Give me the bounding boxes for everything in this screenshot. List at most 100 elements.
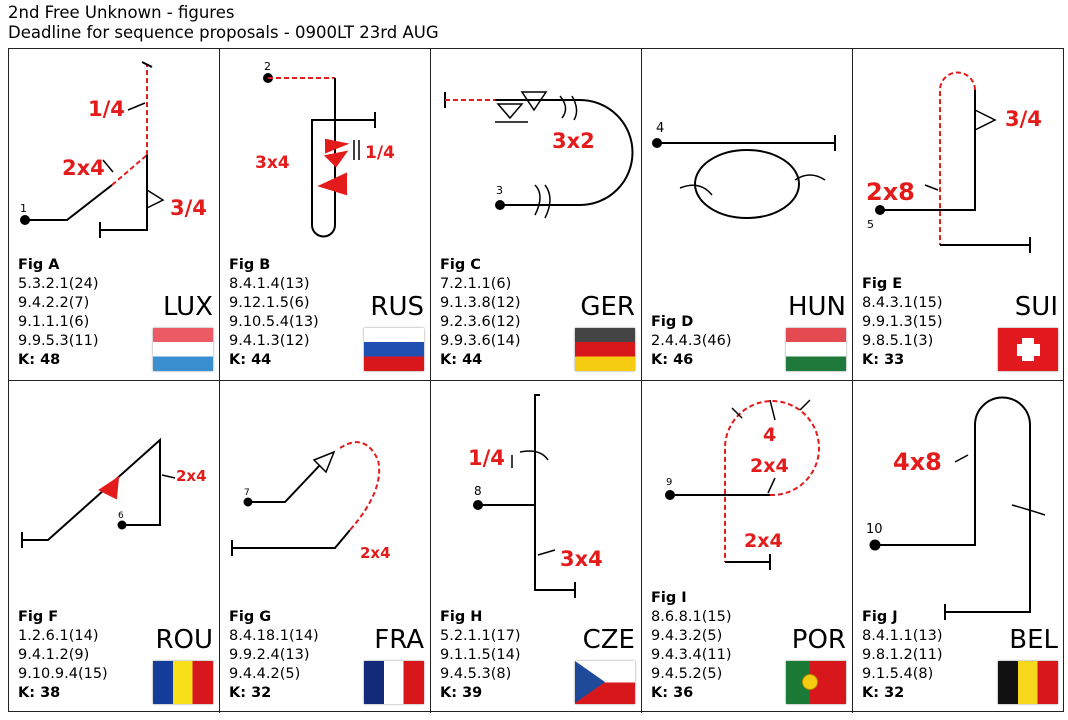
flag-por (786, 661, 846, 704)
figure-cell: Fig G 8.4.18.1(14) 9.9.2.4(13) 9.4.4.2(5) K:… (220, 381, 431, 713)
country-code: POR (791, 625, 846, 655)
figure-cell: Fig F 1.2.6.1(14) 9.4.1.2(9) 9.10.9.4(15) K:… (9, 381, 220, 713)
flag-rou (153, 661, 213, 704)
aresti-code: 9.4.1.2(9) (18, 647, 90, 663)
aresti-code: 7.2.1.1(6) (440, 276, 512, 292)
aresti-code: 9.9.1.3(15) (862, 314, 943, 330)
figure-cell: Fig D 2.4.4.3(46) K: 46 HUN (642, 49, 853, 381)
start-number: 9 (666, 477, 672, 488)
roll-label: 4x8 (893, 448, 942, 476)
k-factor: K: 32 (862, 685, 905, 701)
figure-cell: Fig C 7.2.1.1(6) 9.1.3.8(12) 9.2.3.6(12) 9.9… (431, 49, 642, 381)
coat-of-arms-icon (802, 674, 818, 690)
roll-label: 3x2 (552, 129, 595, 153)
start-number: 8 (474, 484, 482, 498)
roll-label: 1/4 (468, 446, 505, 470)
country-code: CZE (582, 625, 635, 655)
country-code: RUS (370, 292, 424, 322)
figure-labels: 1 1/4 2x4 3/4 2 1/4 3x4 3 3x2 4 5 2x8 3/… (20, 60, 1042, 571)
figure-j-drawing (869, 396, 1046, 620)
aresti-code: 9.4.3.2(5) (651, 628, 723, 644)
figure-grid: Fig A 5.3.2.1(24) 9.4.2.2(7) 9.1.1.1(6) 9.9.… (8, 48, 1064, 713)
aresti-code: 8.4.1.4(13) (229, 276, 310, 292)
start-number: 10 (866, 522, 883, 537)
k-factor: K: 32 (229, 685, 272, 701)
country-code: GER (580, 292, 635, 322)
start-number: 5 (867, 218, 874, 231)
flag-ger (575, 328, 635, 371)
roll-label: 4 (763, 424, 776, 446)
figure-h-drawing (473, 394, 576, 598)
figure-name: Fig D (651, 314, 694, 330)
figure-cell: Fig I 8.6.8.1(15) 9.4.3.2(5) 9.4.3.4(11) 9.4… (642, 381, 853, 713)
aresti-code: 9.4.1.3(12) (229, 333, 310, 349)
aresti-code: 8.4.1.1(13) (862, 628, 943, 644)
aresti-code: 9.1.5.4(8) (862, 666, 934, 682)
figure-info: Fig H 5.2.1.1(17) 9.1.1.5(14) 9.4.5.3(8) K: … (440, 608, 521, 703)
aresti-code: 9.4.5.3(8) (440, 666, 512, 682)
aresti-code: 9.9.3.6(14) (440, 333, 521, 349)
figure-d-drawing (652, 135, 836, 219)
roll-label: 2x4 (360, 544, 391, 562)
country-code: FRA (374, 625, 424, 655)
aresti-code: 9.10.5.4(13) (229, 314, 319, 330)
roll-label: 3/4 (1005, 107, 1042, 131)
country-code: LUX (162, 292, 213, 322)
aresti-code: 9.8.1.2(11) (862, 647, 943, 663)
roll-label: 3x4 (560, 547, 603, 571)
roll-label: 3/4 (170, 196, 207, 220)
title: 2nd Free Unknown - figures (8, 3, 235, 22)
start-number: 7 (244, 488, 250, 498)
flag-bel (998, 661, 1058, 704)
flag-hun (786, 328, 846, 371)
figure-name: Fig J (862, 609, 898, 625)
figure-name: Fig C (440, 257, 481, 273)
flag-cze (575, 661, 635, 704)
country-code: SUI (1014, 292, 1058, 322)
k-factor: K: 48 (18, 352, 61, 368)
figure-info: Fig G 8.4.18.1(14) 9.9.2.4(13) 9.4.4.2(5) K:… (229, 608, 319, 703)
k-factor: K: 38 (18, 685, 61, 701)
aresti-code: 8.6.8.1(15) (651, 609, 732, 625)
start-number: 6 (118, 511, 124, 521)
country-code: BEL (1009, 625, 1058, 655)
figure-info: Fig J 8.4.1.1(13) 9.8.1.2(11) 9.1.5.4(8) K: … (862, 608, 943, 703)
aresti-code: 8.4.3.1(15) (862, 295, 943, 311)
figure-cell: Fig H 5.2.1.1(17) 9.1.1.5(14) 9.4.5.3(8) K: … (431, 381, 642, 713)
roll-label: 2x8 (866, 178, 915, 206)
k-factor: K: 33 (862, 352, 905, 368)
aresti-code: 8.4.18.1(14) (229, 628, 319, 644)
figure-info: Fig F 1.2.6.1(14) 9.4.1.2(9) 9.10.9.4(15) K:… (18, 608, 108, 703)
roll-label: 1/4 (88, 97, 125, 121)
aresti-code: 9.1.1.5(14) (440, 647, 521, 663)
roll-label: 2x4 (744, 530, 783, 552)
figure-info: Fig B 8.4.1.4(13) 9.12.1.5(6) 9.10.5.4(13) 9… (229, 256, 319, 370)
figure-info: Fig I 8.6.8.1(15) 9.4.3.2(5) 9.4.3.4(11) 9.4… (651, 589, 732, 703)
figure-cell: Fig B 8.4.1.4(13) 9.12.1.5(6) 9.10.5.4(13) 9… (220, 49, 431, 381)
aresti-code: 5.3.2.1(24) (18, 276, 99, 292)
figure-info: Fig A 5.3.2.1(24) 9.4.2.2(7) 9.1.1.1(6) 9.9.… (18, 256, 99, 370)
aresti-code: 9.1.3.8(12) (440, 295, 521, 311)
subtitle: Deadline for sequence proposals - 0900LT… (8, 23, 439, 42)
aresti-code: 9.4.5.2(5) (651, 666, 723, 682)
aresti-code: 9.4.3.4(11) (651, 647, 732, 663)
flag-rus (364, 328, 424, 371)
roll-label: 2x4 (750, 455, 789, 477)
aresti-code: 1.2.6.1(14) (18, 628, 99, 644)
figure-name: Fig A (18, 257, 60, 273)
figure-i-drawing (665, 399, 820, 570)
figure-name: Fig B (229, 257, 271, 273)
figure-e-drawing (875, 71, 1031, 253)
k-factor: K: 44 (229, 352, 272, 368)
start-number: 4 (656, 121, 664, 136)
aresti-code: 9.8.5.1(3) (862, 333, 934, 349)
k-factor: K: 39 (440, 685, 483, 701)
roll-label: 3x4 (255, 153, 290, 173)
roll-label: 1/4 (365, 143, 395, 163)
figure-name: Fig F (18, 609, 59, 625)
flag-fra (364, 661, 424, 704)
country-code: ROU (155, 625, 213, 655)
figure-info: Fig E 8.4.3.1(15) 9.9.1.3(15) 9.8.5.1(3) K: … (862, 275, 943, 370)
aresti-code: 9.1.1.1(6) (18, 314, 90, 330)
